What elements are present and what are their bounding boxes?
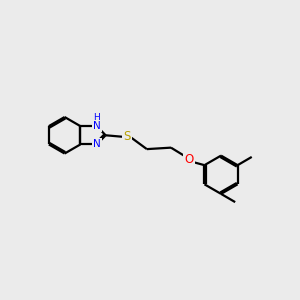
Text: H: H [93, 113, 100, 122]
Text: S: S [123, 130, 130, 143]
Text: N: N [93, 140, 101, 149]
Text: O: O [184, 153, 194, 166]
Text: N: N [93, 121, 101, 131]
